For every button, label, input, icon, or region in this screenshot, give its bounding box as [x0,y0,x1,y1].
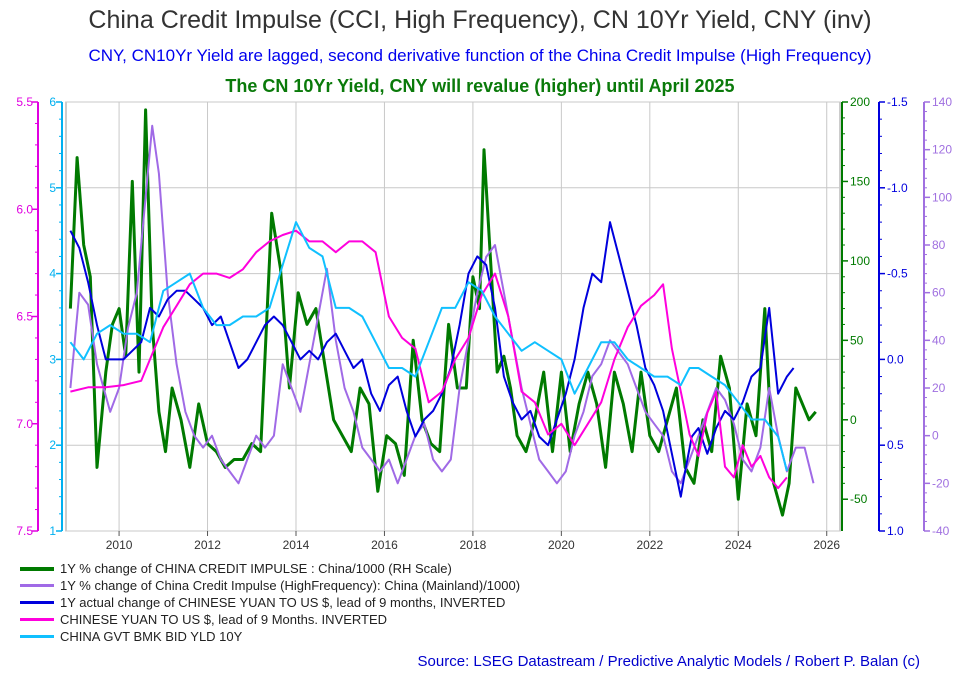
chart-subtitle-1: CNY, CN10Yr Yield are lagged, second der… [88,46,872,65]
series-line-3 [70,229,788,490]
legend-label: CHINA GVT BMK BID YLD 10Y [60,629,243,644]
y-tick-label-cny-change-right: -1.5 [887,95,908,109]
y-tick-label-hf-right: 120 [932,143,952,157]
y-tick-label-cci-right: -50 [850,492,868,506]
y-tick-label-cny-change-right: 0.0 [887,352,904,366]
legend-item: 1Y actual change of CHINESE YUAN TO US $… [20,594,520,611]
y-tick-label-cci-right: 150 [850,174,870,188]
x-tick-label: 2026 [813,538,840,552]
x-tick-label: 2022 [636,538,663,552]
legend-swatch [20,584,54,587]
series-line-1 [69,124,815,485]
plot-area [65,101,841,532]
y-tick-label-hf-right: -40 [932,524,950,538]
y-tick-label-yield-left: 6 [49,95,56,109]
y-tick-label-hf-right: 100 [932,190,952,204]
legend-item: 1Y % change of China Credit Impulse (Hig… [20,577,520,594]
x-tick-label: 2014 [283,538,310,552]
y-tick-label-cny-left: 6.5 [16,310,33,324]
y-tick-label-cny-left: 5.5 [16,95,33,109]
legend-swatch [20,635,54,638]
y-tick-label-hf-right: 60 [932,286,946,300]
x-tick-label: 2020 [548,538,575,552]
x-tick-label: 2016 [371,538,398,552]
x-tick-label: 2024 [725,538,752,552]
legend-swatch [20,601,54,604]
series-line-2 [69,221,795,498]
y-tick-label-cny-change-right: 1.0 [887,524,904,538]
chart-subtitle-2: The CN 10Yr Yield, CNY will revalue (hig… [225,76,735,96]
y-tick-label-yield-left: 5 [49,181,56,195]
legend-item: CHINESE YUAN TO US $, lead of 9 Months. … [20,611,520,628]
y-tick-label-hf-right: 40 [932,333,946,347]
legend-label: 1Y % change of CHINA CREDIT IMPULSE : Ch… [60,561,452,576]
y-tick-label-cny-change-right: -1.0 [887,181,908,195]
y-tick-label-hf-right: -20 [932,476,950,490]
x-tick-label: 2012 [194,538,221,552]
y-tick-label-hf-right: 80 [932,238,946,252]
y-tick-label-yield-left: 4 [49,267,56,281]
y-tick-label-cny-left: 6.0 [16,202,33,216]
y-tick-label-cci-right: 0 [850,413,857,427]
legend: 1Y % change of CHINA CREDIT IMPULSE : Ch… [20,560,520,645]
y-tick-label-yield-left: 1 [49,524,56,538]
y-tick-label-hf-right: 140 [932,95,952,109]
legend-swatch [20,618,54,621]
legend-label: 1Y actual change of CHINESE YUAN TO US $… [60,595,506,610]
legend-label: CHINESE YUAN TO US $, lead of 9 Months. … [60,612,388,627]
y-tick-label-cny-change-right: 0.5 [887,438,904,452]
legend-item: 1Y % change of CHINA CREDIT IMPULSE : Ch… [20,560,520,577]
y-tick-label-cci-right: 50 [850,333,864,347]
y-tick-label-cci-right: 100 [850,254,870,268]
y-tick-label-hf-right: 20 [932,381,946,395]
y-tick-label-cny-change-right: -0.5 [887,267,908,281]
y-tick-label-cny-left: 7.5 [16,524,33,538]
y-tick-label-cny-left: 7.0 [16,417,33,431]
y-tick-label-cci-right: 200 [850,95,870,109]
x-tick-label: 2018 [460,538,487,552]
y-tick-label-yield-left: 2 [49,438,56,452]
y-tick-label-yield-left: 3 [49,352,56,366]
legend-item: CHINA GVT BMK BID YLD 10Y [20,628,520,645]
x-tick-label: 2010 [106,538,133,552]
y-tick-label-hf-right: 0 [932,429,939,443]
legend-label: 1Y % change of China Credit Impulse (Hig… [60,578,521,593]
source-credit: Source: LSEG Datastream / Predictive Ana… [417,653,920,670]
chart-title: China Credit Impulse (CCI, High Frequenc… [88,6,872,34]
series-line-4 [69,221,788,472]
legend-swatch [20,566,54,571]
